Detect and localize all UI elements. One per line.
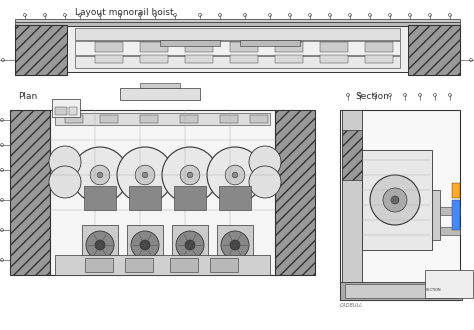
Bar	[120, 88, 200, 100]
Circle shape	[140, 240, 150, 250]
Circle shape	[249, 166, 281, 198]
Bar	[275, 110, 315, 275]
Bar	[160, 40, 220, 46]
Text: Section: Section	[355, 92, 389, 101]
Bar	[425, 270, 473, 298]
Bar	[75, 41, 400, 55]
Circle shape	[187, 172, 193, 178]
Bar	[440, 227, 460, 235]
Bar	[185, 55, 213, 63]
Circle shape	[185, 240, 195, 250]
Bar	[140, 55, 168, 63]
Bar	[275, 55, 303, 63]
Bar	[219, 186, 251, 210]
Bar	[452, 183, 460, 198]
Circle shape	[176, 231, 204, 259]
Circle shape	[391, 196, 399, 204]
Bar	[140, 115, 158, 123]
Bar	[55, 113, 270, 125]
Circle shape	[230, 240, 240, 250]
Circle shape	[207, 147, 263, 203]
Circle shape	[370, 175, 420, 225]
Bar	[210, 258, 238, 272]
Bar	[340, 282, 462, 300]
Circle shape	[131, 231, 159, 259]
Bar	[69, 107, 77, 115]
Text: Layout monorail hoist: Layout monorail hoist	[75, 8, 173, 17]
Bar	[365, 42, 393, 52]
Bar	[127, 225, 163, 265]
Circle shape	[180, 165, 200, 185]
Bar	[250, 115, 268, 123]
Text: CADBULL: CADBULL	[340, 303, 363, 308]
Bar	[50, 110, 275, 275]
Bar	[55, 255, 270, 275]
Circle shape	[142, 172, 148, 178]
Circle shape	[162, 147, 218, 203]
Bar	[408, 25, 460, 75]
Bar	[440, 207, 460, 215]
Circle shape	[221, 231, 249, 259]
Circle shape	[90, 165, 110, 185]
Bar	[140, 42, 168, 52]
Text: SECTION: SECTION	[426, 288, 441, 292]
Bar	[230, 42, 258, 52]
Bar	[140, 83, 180, 88]
Bar	[129, 186, 161, 210]
Bar	[342, 130, 362, 180]
Bar	[52, 99, 80, 117]
Bar	[67, 26, 408, 72]
Bar	[220, 115, 238, 123]
Circle shape	[249, 146, 281, 178]
Bar	[84, 186, 116, 210]
Bar	[275, 42, 303, 52]
Bar	[172, 225, 208, 265]
Bar	[95, 42, 123, 52]
Bar	[217, 225, 253, 265]
Circle shape	[72, 147, 128, 203]
Bar	[320, 42, 348, 52]
Circle shape	[49, 166, 81, 198]
Circle shape	[97, 172, 103, 178]
Bar	[10, 110, 50, 275]
Bar	[174, 186, 206, 210]
Bar	[432, 190, 440, 240]
Bar	[170, 258, 198, 272]
Circle shape	[135, 165, 155, 185]
Bar	[85, 258, 113, 272]
Circle shape	[86, 231, 114, 259]
Bar	[362, 150, 432, 250]
Bar	[240, 40, 300, 46]
Bar	[15, 22, 460, 27]
Bar	[15, 25, 67, 75]
Bar	[452, 200, 460, 230]
Bar	[365, 55, 393, 63]
Bar	[100, 115, 118, 123]
Bar	[15, 19, 460, 22]
Bar	[342, 110, 362, 300]
Bar	[75, 28, 400, 40]
Bar	[55, 107, 67, 115]
Circle shape	[95, 240, 105, 250]
Bar	[75, 56, 400, 68]
Bar	[82, 225, 118, 265]
Circle shape	[117, 147, 173, 203]
Circle shape	[232, 172, 238, 178]
Circle shape	[383, 188, 407, 212]
Bar	[65, 115, 83, 123]
Bar	[180, 115, 198, 123]
Circle shape	[49, 146, 81, 178]
Bar	[95, 55, 123, 63]
Bar	[185, 42, 213, 52]
Bar	[345, 284, 457, 298]
Bar	[125, 258, 153, 272]
Text: Plan: Plan	[18, 92, 37, 101]
Circle shape	[225, 165, 245, 185]
Bar	[340, 110, 460, 300]
Bar	[230, 55, 258, 63]
Bar	[320, 55, 348, 63]
